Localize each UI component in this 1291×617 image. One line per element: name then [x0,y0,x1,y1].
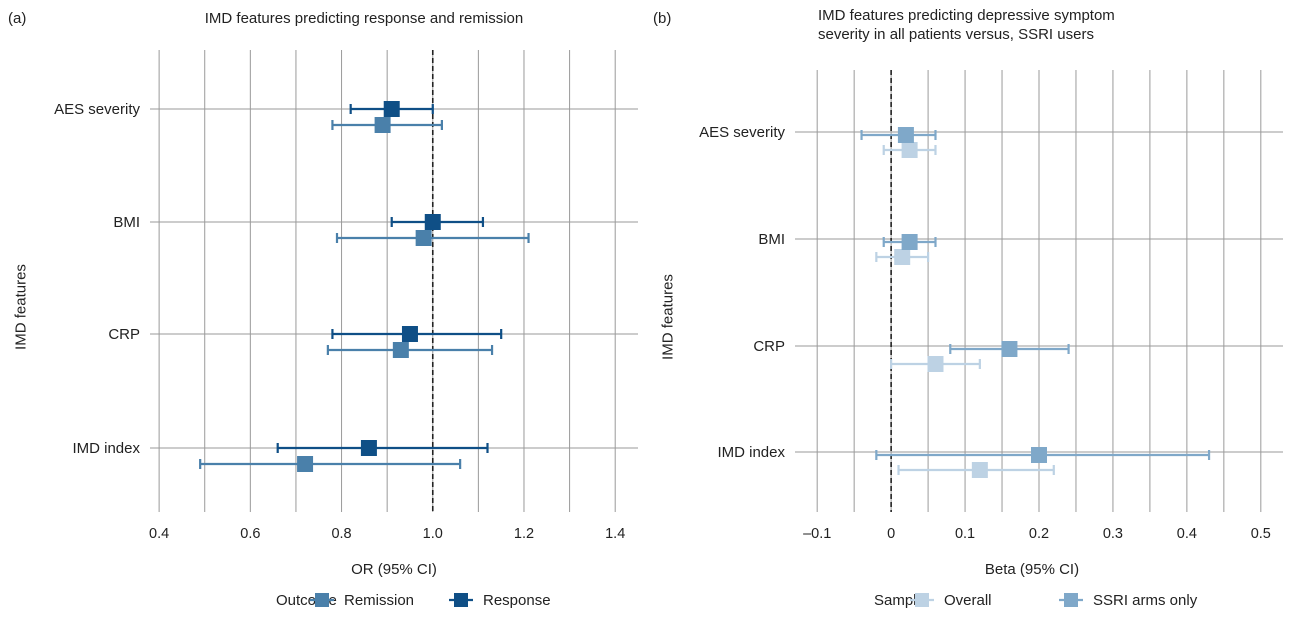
legend-label: Remission [344,592,414,609]
x-axis-label: Beta (95% CI) [985,561,1079,578]
chart-title: IMD features predicting depressive sympt… [818,7,1115,24]
point-estimate-marker [897,127,914,143]
point-estimate-marker [401,326,418,342]
x-tick-label: 0.5 [1251,526,1271,542]
panel-b: (b) IMD features predicting depressive sy… [653,7,1283,609]
category-label: AES severity [699,124,785,141]
x-tick-label: 0 [887,526,895,542]
category-label: BMI [758,231,785,248]
panel-label: (a) [8,10,26,27]
panel-a: (a) IMD features predicting response and … [8,10,638,609]
x-tick-label: 0.8 [331,526,351,542]
point-estimate-marker [392,342,409,358]
legend-label: Response [483,592,551,609]
point-estimate-marker [1001,341,1018,357]
point-estimate-marker [415,230,432,246]
legend-label: Overall [944,592,992,609]
panel-label: (b) [653,10,671,27]
chart-title: severity in all patients versus, SSRI us… [818,26,1094,43]
category-label: AES severity [54,101,140,118]
legend-swatch-marker [315,593,329,607]
x-tick-label: 0.3 [1103,526,1123,542]
chart-title: IMD features predicting response and rem… [205,10,524,27]
category-label: BMI [113,214,140,231]
point-estimate-marker [1031,447,1047,463]
point-estimate-marker [971,462,988,478]
x-tick-label: 0.1 [955,526,975,542]
x-tick-label: 1.2 [514,526,534,542]
point-estimate-marker [901,142,918,158]
y-axis-label: IMD features [12,264,29,350]
category-label: IMD index [717,444,785,461]
x-tick-label: 0.6 [240,526,260,542]
x-tick-label: 0.2 [1029,526,1049,542]
point-estimate-marker [297,456,314,472]
point-estimate-marker [894,249,911,265]
legend-swatch-marker [454,593,468,607]
x-tick-label: 1.0 [423,526,443,542]
legend-label: SSRI arms only [1093,592,1198,609]
x-tick-label: 1.4 [605,526,625,542]
category-label: IMD index [72,440,140,457]
legend-title: Sample [874,592,925,609]
point-estimate-marker [927,356,944,372]
point-estimate-marker [901,234,918,250]
category-label: CRP [753,338,785,355]
legend-swatch-marker [915,593,929,607]
point-estimate-marker [424,214,441,230]
point-estimate-marker [383,101,400,117]
x-tick-label: –0.1 [803,526,831,542]
category-label: CRP [108,326,140,343]
point-estimate-marker [360,440,377,456]
y-axis-label: IMD features [659,274,676,360]
x-tick-label: 0.4 [1177,526,1197,542]
point-estimate-marker [374,117,391,133]
x-axis-label: OR (95% CI) [351,561,437,578]
x-tick-label: 0.4 [149,526,169,542]
legend-swatch-marker [1064,593,1078,607]
